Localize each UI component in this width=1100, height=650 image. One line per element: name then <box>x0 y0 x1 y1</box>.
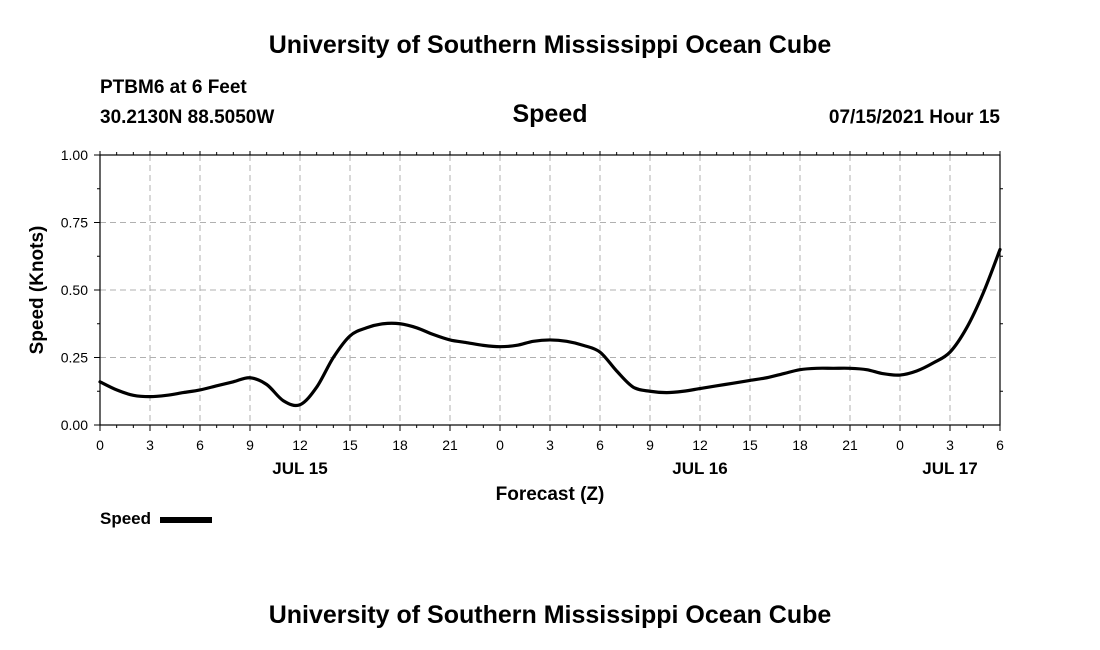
x-tick-label: 0 <box>496 437 504 453</box>
x-tick-label: 0 <box>96 437 104 453</box>
x-tick-label: 3 <box>146 437 154 453</box>
x-tick-label: 18 <box>392 437 408 453</box>
forecast-timestamp: 07/15/2021 Hour 15 <box>828 107 1000 128</box>
legend-line-swatch <box>160 517 212 523</box>
page-title-bottom: University of Southern Mississippi Ocean… <box>268 601 832 629</box>
y-tick-label: 0.25 <box>61 350 88 366</box>
y-tick-label: 1.00 <box>61 147 88 163</box>
x-tick-label: 21 <box>442 437 458 453</box>
x-tick-label: 21 <box>842 437 858 453</box>
x-tick-label: 6 <box>996 437 1004 453</box>
x-tick-label: 9 <box>646 437 654 453</box>
plot-frame <box>99 154 1001 426</box>
axis-layer: 0.00 0.25 0.50 0.75 1.00 0 3 6 9 12 15 18 21 0 3 6 9 12 15… <box>61 147 1004 478</box>
y-tick-label: 0.50 <box>61 282 88 298</box>
x-tick-label: 12 <box>292 437 308 453</box>
x-tick-label: 9 <box>246 437 254 453</box>
x-tick-label: 15 <box>742 437 758 453</box>
grid-layer <box>100 155 1000 425</box>
y-axis-label: Speed (Knots) <box>27 226 48 355</box>
x-tick-label: 6 <box>196 437 204 453</box>
station-coordinates: 30.2130N 88.5050W <box>100 107 275 128</box>
series-layer <box>98 247 1002 408</box>
x-axis-label: Forecast (Z) <box>496 484 605 505</box>
x-tick-label: 3 <box>546 437 554 453</box>
page-title-top: University of Southern Mississippi Ocean… <box>268 31 832 59</box>
y-tick-label: 0.75 <box>61 215 88 231</box>
date-label: JUL 16 <box>672 459 727 478</box>
x-tick-label: 6 <box>596 437 604 453</box>
date-label: JUL 15 <box>272 459 327 478</box>
date-label: JUL 17 <box>922 459 977 478</box>
x-tick-label: 15 <box>342 437 358 453</box>
x-tick-label: 12 <box>692 437 708 453</box>
legend-label: Speed <box>100 509 152 528</box>
speed-series-line <box>98 247 1002 408</box>
chart-title: Speed <box>512 100 588 128</box>
station-label: PTBM6 at 6 Feet <box>100 77 247 98</box>
x-tick-label: 18 <box>792 437 808 453</box>
x-tick-label: 0 <box>896 437 904 453</box>
x-tick-label: 3 <box>946 437 954 453</box>
y-tick-label: 0.00 <box>61 417 88 433</box>
